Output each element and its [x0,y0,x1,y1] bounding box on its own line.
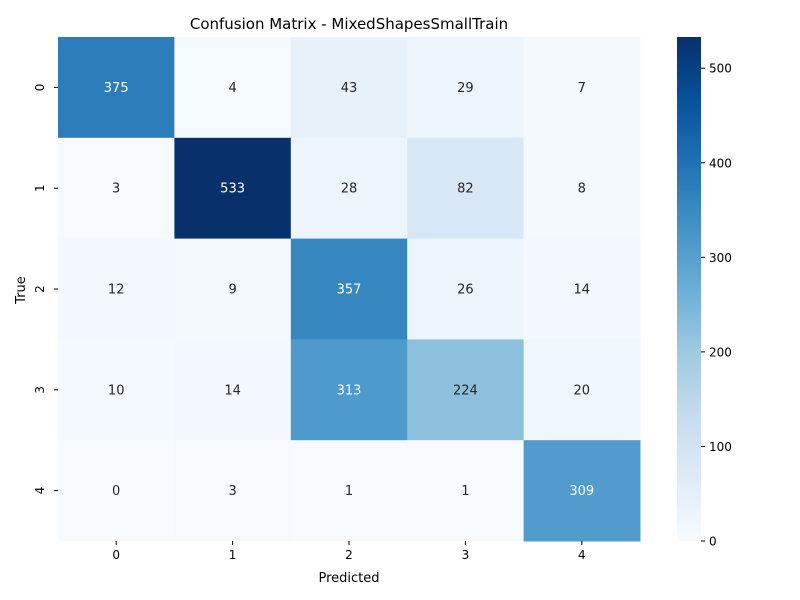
cell-value-label: 357 [337,283,362,298]
cell-value-label: 14 [224,383,241,398]
heatmap-cell [290,37,408,139]
x-tick-label: 1 [229,548,237,562]
colorbar-tick-label: 300 [709,251,732,265]
heatmap-cell [407,37,525,139]
heatmap-cell [58,37,175,139]
cell-value-label: 8 [578,182,586,197]
heatmap-cell [523,339,641,441]
cell-value-label: 0 [112,484,120,499]
cell-value-label: 4 [228,81,236,96]
heatmap-cell [290,339,408,441]
cell-value-label: 14 [574,283,591,298]
heatmap-cell [523,37,641,139]
cell-value-label: 12 [108,283,125,298]
cell-value-label: 10 [108,383,125,398]
x-axis-ticks: 0 1 2 3 4 [112,541,586,562]
x-tick-label: 0 [112,548,120,562]
heatmap-cell [290,238,408,340]
heatmap-cell [58,339,175,441]
cell-value-label: 309 [569,484,594,499]
colorbar-tick-label: 0 [709,535,717,549]
y-tick-label: 4 [33,487,47,495]
x-tick-label: 4 [578,548,586,562]
y-tick-label: 0 [33,84,47,92]
heatmap-cell [523,238,641,340]
heatmap-cell [174,238,292,340]
heatmap-cell [58,238,175,340]
heatmap-cell [174,137,292,240]
colorbar-tick-label: 100 [709,440,732,454]
cell-value-label: 20 [574,383,591,398]
y-axis-ticks: 0 1 2 3 4 [33,84,58,495]
heatmap-cell [174,339,292,441]
cell-value-label: 7 [578,81,586,96]
cell-value-label: 533 [220,182,245,197]
cell-value-label: 9 [228,283,236,298]
heatmap-cell [290,137,408,240]
heatmap-cell [407,137,525,240]
heatmap-cell [174,37,292,139]
cell-value-label: 82 [457,182,474,197]
cell-value-label: 1 [461,484,469,499]
heatmap-cell [523,440,641,542]
cell-value-label: 313 [337,383,362,398]
cell-value-label: 3 [228,484,236,499]
colorbar-tick-label: 500 [709,62,732,76]
cell-value-label: 29 [457,81,474,96]
cell-value-label: 375 [104,81,129,96]
y-axis-label: True [14,276,29,305]
x-tick-label: 3 [462,548,470,562]
cell-value-label: 43 [341,81,358,96]
cell-value-label: 1 [345,484,353,499]
heatmap-cell [290,440,408,542]
x-tick-label: 2 [345,548,353,562]
y-tick-label: 2 [33,285,47,293]
cell-value-label: 224 [453,383,478,398]
colorbar-gradient [677,37,701,541]
cell-value-label: 28 [341,182,358,197]
heatmap-cell [58,137,175,240]
heatmap-cell [174,440,292,542]
cell-value-label: 3 [112,182,120,197]
y-tick-label: 3 [33,386,47,394]
heatmap-cell [523,137,641,240]
colorbar: 0 100 200 300 400 500 [677,37,732,549]
heatmap-cell [407,238,525,340]
heatmap-cell [58,440,175,542]
x-axis-label: Predicted [318,571,379,586]
heatmap-cell [407,339,525,441]
heatmap-cell [407,440,525,542]
chart-title: Confusion Matrix - MixedShapesSmallTrain [190,15,508,33]
colorbar-tick-label: 200 [709,345,732,359]
y-tick-label: 1 [33,184,47,192]
colorbar-tick-label: 400 [709,156,732,170]
cell-value-label: 26 [457,283,474,298]
